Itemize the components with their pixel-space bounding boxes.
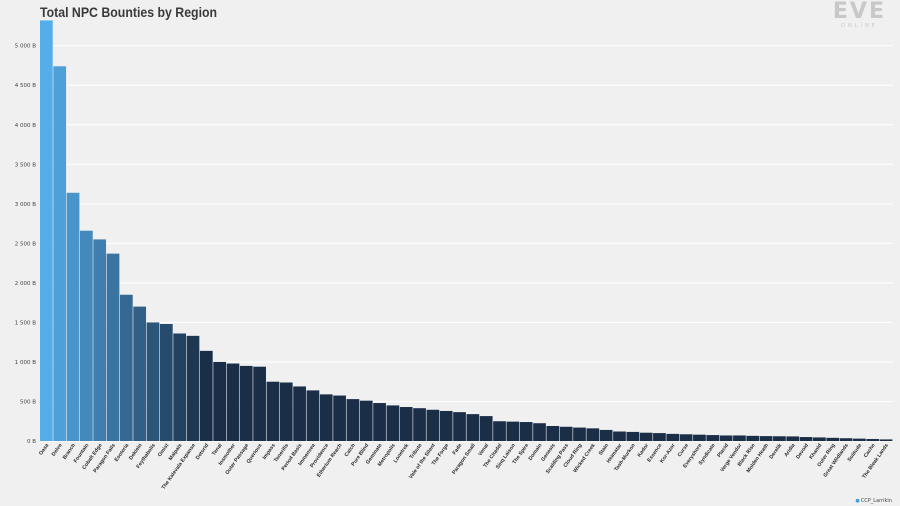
bar (79, 230, 93, 441)
bar (199, 350, 213, 441)
x-tick-label: Tenal (211, 442, 224, 457)
bar (399, 407, 413, 441)
bar (40, 20, 53, 441)
x-tick-label: Oasa (38, 443, 50, 457)
bar (599, 429, 613, 441)
y-tick-label: 2 000 B (15, 281, 36, 287)
x-tick-label: The Bleak Lands (861, 443, 890, 480)
bar (439, 410, 453, 441)
y-tick-label: 3 000 B (15, 202, 36, 208)
bar (799, 437, 813, 441)
bar (786, 436, 800, 441)
bar (426, 409, 440, 441)
bar (226, 363, 240, 441)
bar (813, 437, 826, 441)
bar (133, 306, 147, 441)
credit: ●CCP_Larrikin (855, 498, 892, 504)
bar (319, 394, 333, 441)
x-tick-label: Derelik (769, 443, 784, 461)
x-tick-label: Fade (452, 443, 464, 456)
bar (666, 433, 680, 441)
x-tick-label: Venal (477, 442, 490, 457)
bar (639, 432, 653, 441)
bar (266, 381, 280, 441)
x-tick-label: Detorid (195, 443, 210, 461)
bar (333, 395, 346, 441)
bar (146, 322, 160, 441)
y-tick-label: 1 500 B (15, 320, 36, 326)
bar (386, 405, 400, 441)
bar (106, 253, 120, 441)
bar (466, 414, 480, 441)
bar (66, 192, 80, 441)
y-tick-label: 4 000 B (15, 123, 36, 129)
bar (519, 422, 533, 441)
bar (506, 421, 520, 441)
bar (719, 435, 733, 441)
bar (186, 335, 200, 441)
twitter-bird-icon: ● (855, 498, 860, 504)
bar (93, 239, 107, 441)
bar (546, 425, 560, 441)
y-tick-label: 500 B (20, 399, 36, 405)
y-tick-label: 2 500 B (15, 241, 36, 247)
bar (826, 437, 840, 441)
bar (586, 428, 600, 441)
bar (53, 66, 67, 442)
bar (213, 361, 226, 441)
bar (359, 400, 373, 441)
x-tick-label: Delve (51, 443, 64, 458)
bar (706, 435, 720, 441)
eve-online-logo: EVE ONLINE (833, 1, 886, 29)
bar (746, 435, 760, 441)
y-tick-label: 1 000 B (15, 360, 36, 366)
chart-title: Total NPC Bounties by Region (40, 4, 218, 20)
x-tick-label: Etherium Reach (316, 443, 344, 479)
bar (293, 386, 306, 441)
bar (626, 431, 640, 441)
bar (239, 365, 253, 441)
bar (853, 438, 866, 441)
bar (533, 423, 546, 441)
bar (306, 390, 320, 441)
bar (119, 294, 133, 441)
y-tick-label: 5 000 B (15, 44, 36, 50)
bar (253, 366, 266, 441)
bar (346, 399, 360, 441)
bar (759, 436, 773, 441)
bar (679, 434, 693, 441)
bar (866, 439, 880, 441)
bar (733, 435, 746, 441)
bar (559, 426, 573, 441)
bar (279, 382, 293, 441)
x-tick-label: Catch (344, 443, 357, 458)
bar (839, 438, 853, 441)
bar (173, 333, 187, 441)
x-tick-label: Stain (598, 443, 610, 457)
bar (773, 436, 786, 441)
bar (613, 431, 626, 441)
bar (693, 434, 706, 441)
x-tick-label: Great Wildlands (822, 443, 850, 479)
bar (653, 433, 666, 441)
logo-wordmark: EVE (832, 0, 886, 24)
bar (159, 324, 173, 441)
bar (453, 412, 466, 441)
bar (373, 403, 386, 441)
bar (573, 427, 586, 441)
bar (493, 421, 506, 441)
y-tick-label: 4 500 B (15, 83, 36, 89)
y-tick-label: 0 B (27, 439, 36, 445)
credit-handle: CCP_Larrikin (860, 498, 892, 504)
logo-subtitle: ONLINE (841, 23, 878, 29)
bar (879, 439, 893, 441)
bar (479, 416, 493, 441)
y-tick-label: 3 500 B (15, 162, 36, 168)
bar (413, 408, 426, 441)
